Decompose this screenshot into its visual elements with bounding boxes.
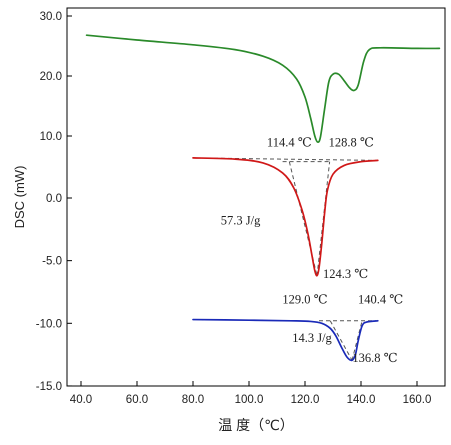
annotation-label: 129.0 ℃ [282, 292, 327, 306]
x-tick-label: 60.0 [126, 394, 148, 406]
y-tick-label: -10.0 [36, 318, 62, 330]
x-axis-label: 温 度（℃） [218, 417, 294, 433]
x-tick-label: 120.0 [291, 394, 320, 406]
annotation-label: 128.8 ℃ [329, 136, 374, 150]
x-tick-label: 140.0 [347, 394, 376, 406]
annotation-label: 136.8 ℃ [352, 351, 397, 365]
y-tick-label: 10.0 [40, 131, 62, 143]
baseline-dashed-line [288, 161, 318, 276]
peak-annotations: 114.4 ℃ 128.8 ℃ 57.3 J/g 124.3 ℃ 129.0 ℃ 140.… [221, 136, 403, 366]
x-tick-label: 80.0 [182, 394, 204, 406]
x-tick-label: 100.0 [235, 394, 264, 406]
axis-ticks: 40.0 60.0 80.0 100.0 120.0 140.0 160.0 30.0 20.0… [36, 11, 432, 406]
y-tick-label: 20.0 [40, 71, 62, 83]
annotation-label: 140.4 ℃ [358, 292, 403, 306]
baseline-dashed-line [329, 320, 353, 361]
dsc-curves [85, 34, 441, 362]
annotation-label: 114.4 ℃ [267, 136, 312, 150]
x-tick-label: 160.0 [403, 394, 432, 406]
series-red-curve [192, 157, 379, 277]
y-tick-label: -5.0 [42, 256, 62, 268]
x-tick-label: 40.0 [70, 394, 92, 406]
annotation-label: 124.3 ℃ [323, 267, 368, 281]
y-tick-label: -15.0 [36, 381, 62, 393]
annotation-label: 57.3 J/g [221, 213, 261, 227]
y-axis-label: DSC (mW) [12, 166, 27, 229]
annotation-label: 14.3 J/g [292, 331, 332, 345]
y-tick-label: 30.0 [40, 11, 62, 23]
series-green-curve [85, 34, 441, 143]
series-blue-curve [192, 318, 379, 362]
baseline-construction-lines [192, 157, 378, 361]
y-tick-label: 0.0 [46, 193, 62, 205]
plot-frame [66, 7, 446, 387]
